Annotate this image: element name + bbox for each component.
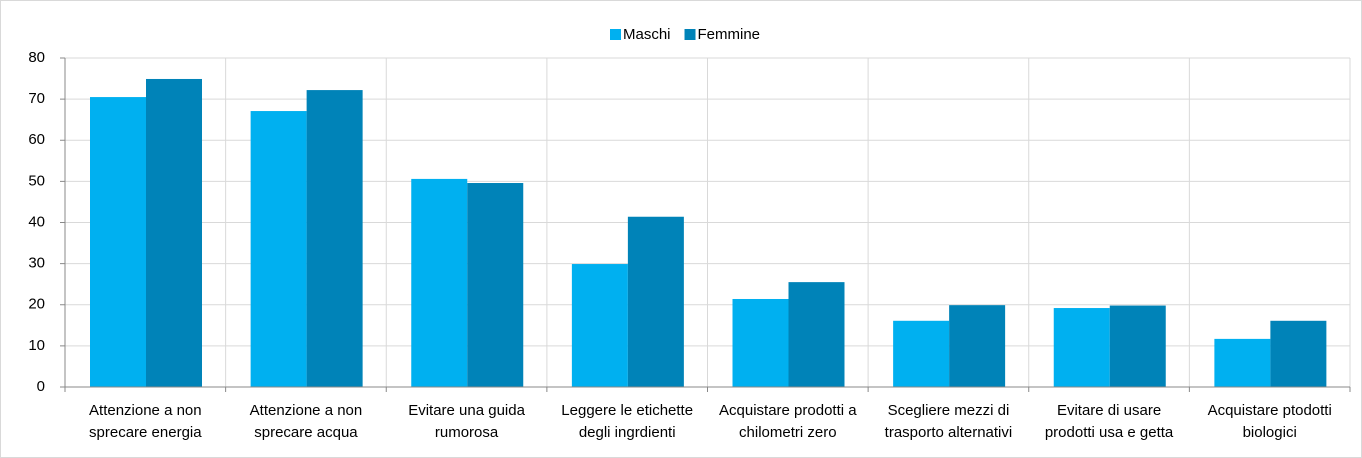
x-tick-label: rumorosa [435,424,499,441]
bar [90,97,146,387]
x-tick-label: Evitare una guida [408,402,525,419]
y-tick-label: 10 [28,337,45,354]
x-tick-label: Acquistare ptodotti [1208,402,1332,419]
y-tick-label: 60 [28,131,45,148]
bar [893,320,950,387]
x-tick-label: prodotti usa e getta [1045,424,1174,441]
bar [146,78,202,387]
bar [1270,320,1327,387]
bar [571,264,628,387]
x-tick-label: degli ingrdienti [579,424,676,441]
y-tick-label: 30 [28,255,45,272]
bar [788,282,845,387]
x-tick-label: Attenzione a non [89,402,202,419]
x-tick-label: chilometri zero [739,424,837,441]
x-tick-label: Evitare di usare [1057,402,1161,419]
x-tick-label: Scegliere mezzi di [888,402,1010,419]
bar [1109,305,1166,387]
y-tick-label: 20 [28,296,45,313]
x-tick-label: trasporto alternativi [885,424,1013,441]
legend-label: Femmine [698,26,761,43]
legend-swatch [684,29,696,40]
bar [949,305,1006,387]
x-tick-label: Acquistare prodotti a [719,402,857,419]
x-tick-label: sprecare energia [89,424,202,441]
x-tick-label: Leggere le etichette [561,402,693,419]
bar [306,90,363,387]
y-tick-label: 0 [37,378,45,395]
bar [1214,338,1271,387]
bar [627,216,684,387]
bar [467,183,524,387]
x-tick-label: sprecare acqua [254,424,358,441]
bar [250,111,307,388]
legend-label: Maschi [623,26,671,43]
x-tick-label: biologici [1243,424,1297,441]
bar [411,178,468,387]
legend-swatch [610,29,621,40]
bar [732,298,789,387]
bar [1053,308,1110,387]
y-tick-label: 80 [28,49,45,66]
y-tick-label: 40 [28,213,45,230]
y-tick-label: 50 [28,172,45,189]
x-tick-label: Attenzione a non [250,402,363,419]
y-tick-label: 70 [28,90,45,107]
